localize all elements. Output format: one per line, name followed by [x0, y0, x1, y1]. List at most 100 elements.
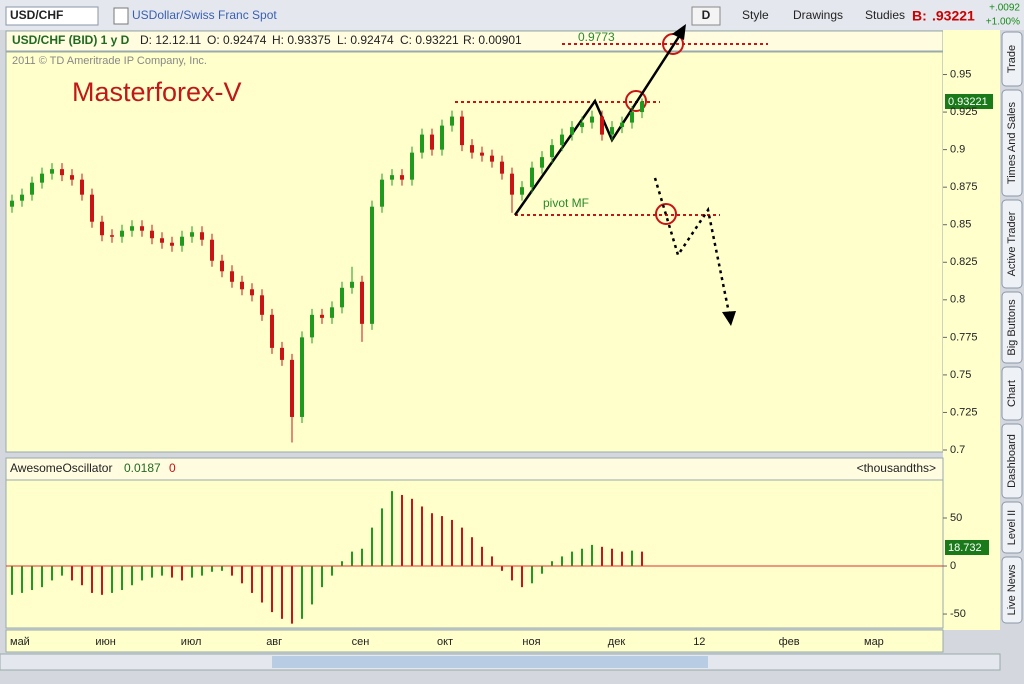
side-tab[interactable]: [1001, 556, 1023, 624]
description: USDollar/Swiss Franc Spot: [132, 8, 277, 22]
y-tick-label: 0.85: [950, 219, 971, 231]
hash-button[interactable]: [113, 7, 129, 25]
info-open: O: 0.92474: [207, 33, 267, 47]
side-tab-label: Trade: [1006, 45, 1018, 73]
osc-bar: [171, 566, 173, 578]
candle-body: [150, 230, 154, 239]
osc-bar: [511, 566, 513, 581]
osc-bar: [31, 566, 33, 591]
scroll-thumb[interactable]: [272, 656, 708, 668]
candle-body: [500, 161, 504, 174]
osc-bar: [191, 566, 193, 578]
osc-bar: [491, 556, 493, 567]
side-tab-label: Active Trader: [1006, 211, 1018, 276]
y-tick-label: 0.95: [950, 68, 971, 80]
x-tick-label: июл: [181, 636, 202, 648]
candle-body: [450, 116, 454, 126]
candle-body: [280, 347, 284, 360]
candle-body: [70, 175, 74, 180]
osc-bar: [421, 506, 423, 567]
x-tick-label: дек: [608, 636, 626, 648]
candle-body: [90, 194, 94, 222]
y-tick-label: -50: [950, 608, 966, 620]
candle-body: [620, 122, 624, 128]
drawings-button[interactable]: Drawings: [793, 8, 843, 22]
chart-title: Masterforex-V: [72, 77, 242, 107]
candle-body: [640, 101, 644, 113]
side-tab[interactable]: [1001, 501, 1023, 554]
candle-body: [50, 169, 54, 174]
osc-bar: [51, 566, 53, 581]
bid-label: B:: [912, 8, 927, 24]
osc-bar: [451, 519, 453, 567]
osc-value: 18.732: [948, 542, 982, 554]
osc-bar: [371, 527, 373, 567]
candle-body: [550, 145, 554, 158]
osc-bar: [181, 566, 183, 581]
candle-body: [30, 182, 34, 195]
candle-body: [330, 307, 334, 318]
side-tab[interactable]: [1001, 366, 1023, 421]
osc-bar: [591, 544, 593, 567]
candle-body: [520, 187, 524, 195]
osc-bar: [601, 546, 603, 567]
osc-bar: [231, 566, 233, 576]
osc-bar: [141, 566, 143, 581]
osc-bar: [391, 491, 393, 567]
osc-panel: [5, 479, 944, 629]
osc-bar: [261, 566, 263, 603]
osc-bar: [441, 516, 443, 567]
y-tick-label: 0.8: [950, 294, 965, 306]
osc-bar: [41, 566, 43, 588]
candle-body: [490, 155, 494, 162]
studies-button[interactable]: Studies: [865, 8, 905, 22]
time-axis: [5, 629, 944, 653]
period-button[interactable]: [691, 6, 721, 26]
y-tick-label: 0.925: [950, 106, 978, 118]
osc-bar: [641, 551, 643, 567]
osc-bar: [91, 566, 93, 593]
osc-bar: [21, 566, 23, 593]
osc-bar: [471, 537, 473, 567]
candle-body: [560, 134, 564, 146]
y-tick-label: 0.725: [950, 406, 978, 418]
style-button[interactable]: Style: [742, 8, 769, 22]
symbol-box[interactable]: [5, 6, 99, 26]
candle-body: [630, 112, 634, 123]
info-high: H: 0.93375: [272, 33, 331, 47]
candle-body: [460, 116, 464, 146]
osc-bar: [381, 508, 383, 567]
osc-current: 0.0187: [124, 461, 161, 475]
osc-bar: [461, 527, 463, 567]
candle-body: [540, 157, 544, 168]
candle-body: [470, 145, 474, 153]
candle-body: [100, 221, 104, 236]
side-tab[interactable]: [1001, 291, 1023, 364]
osc-bar: [361, 548, 363, 567]
info-range: R: 0.00901: [463, 33, 522, 47]
side-tab-label: Chart: [1006, 380, 1018, 407]
osc-bar: [481, 546, 483, 567]
side-tabs: Trade Times And Sales Active Trader Big But…: [1001, 31, 1023, 624]
x-tick-label: июн: [95, 636, 115, 648]
candle-body: [180, 236, 184, 246]
toolbar: [0, 0, 1024, 30]
side-tab[interactable]: [1001, 423, 1023, 499]
candle-body: [480, 152, 484, 156]
osc-zero: 0: [169, 461, 176, 475]
candle-body: [410, 152, 414, 180]
side-tab[interactable]: [1001, 199, 1023, 289]
candle-body: [110, 235, 114, 237]
osc-bar: [531, 566, 533, 584]
circle: [655, 203, 677, 225]
osc-bar: [131, 566, 133, 586]
osc-bar: [631, 550, 633, 567]
candle-body: [360, 281, 364, 324]
side-tab[interactable]: [1001, 89, 1023, 197]
candle-body: [420, 134, 424, 153]
side-tab[interactable]: [1001, 31, 1023, 87]
side-tab-label: Big Buttons: [1006, 299, 1018, 356]
change: +.0092: [989, 3, 1020, 14]
